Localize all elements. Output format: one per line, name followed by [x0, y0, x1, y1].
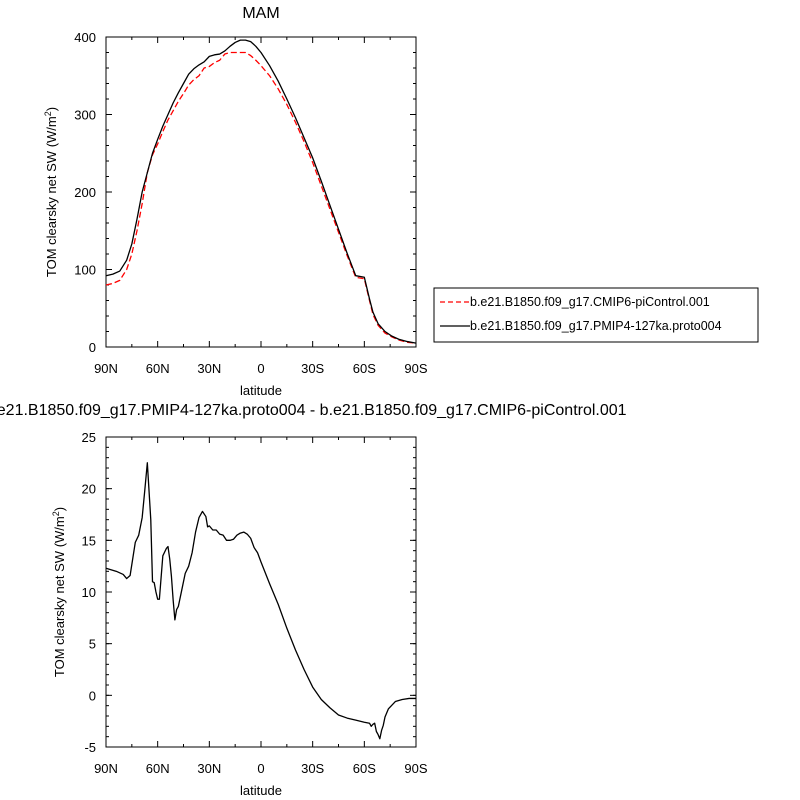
bottom-chart-title: b.e21.B1850.f09_g17.PMIP4-127ka.proto004…: [0, 402, 627, 419]
top-chart-ytick-label: 0: [89, 340, 96, 355]
top-chart-xtick-label: 90S: [404, 361, 427, 376]
legend-label-127ka: b.e21.B1850.f09_g17.PMIP4-127ka.proto004: [470, 319, 722, 333]
legend-label-piControl: b.e21.B1850.f09_g17.CMIP6-piControl.001: [470, 295, 710, 309]
bottom-chart-ytick-label: 5: [89, 637, 96, 652]
bottom-chart-xtick-label: 90S: [404, 761, 427, 776]
top-chart-legend: b.e21.B1850.f09_g17.CMIP6-piControl.001 …: [433, 287, 759, 343]
bottom-chart-ytick-label: 20: [82, 482, 96, 497]
top-chart-title: MAM: [242, 5, 279, 22]
bottom-chart-xtick-label: 90N: [94, 761, 118, 776]
bottom-chart-ytick-label: -5: [84, 740, 96, 755]
top-chart-xtick-label: 60S: [353, 361, 376, 376]
legend-box: [433, 287, 759, 343]
top-chart-ytick-label: 100: [74, 263, 96, 278]
bottom-chart-xtick-label: 0: [257, 761, 264, 776]
bottom-chart-ytick-label: 0: [89, 688, 96, 703]
bottom-chart-ytick-label: 10: [82, 585, 96, 600]
top-chart-ytick-label: 300: [74, 108, 96, 123]
top-chart-xtick-label: 60N: [146, 361, 170, 376]
bottom-chart-frame: [105, 436, 417, 748]
bottom-chart: b.e21.B1850.f09_g17.PMIP4-127ka.proto004…: [0, 402, 627, 798]
top-chart-series-line-0: [105, 51, 417, 344]
bottom-chart-xlabel: latitude: [240, 783, 282, 798]
bottom-chart-xtick-label: 30S: [301, 761, 324, 776]
bottom-chart-ylabel: TOM clearsky net SW (W/m2): [51, 507, 67, 677]
top-chart-xlabel: latitude: [240, 383, 282, 398]
top-chart-xtick-label: 0: [257, 361, 264, 376]
top-chart-ytick-label: 400: [74, 30, 96, 45]
top-chart-xtick-label: 90N: [94, 361, 118, 376]
top-chart: MAM 90N 60N 30N 0 30S 60S 90S 0 100 200 300 400 lat…: [43, 5, 759, 398]
top-chart-ytick-label: 200: [74, 185, 96, 200]
top-chart-series-line-1: [105, 39, 417, 344]
top-chart-xtick-label: 30N: [197, 361, 221, 376]
bottom-chart-ytick-label: 15: [82, 533, 96, 548]
top-chart-ylabel: TOM clearsky net SW (W/m2): [43, 107, 59, 277]
bottom-chart-xtick-label: 30N: [197, 761, 221, 776]
top-chart-xtick-label: 30S: [301, 361, 324, 376]
bottom-chart-xtick-label: 60S: [353, 761, 376, 776]
bottom-chart-ytick-label: 25: [82, 430, 96, 445]
bottom-chart-xtick-label: 60N: [146, 761, 170, 776]
bottom-chart-series-line-0: [105, 462, 416, 740]
